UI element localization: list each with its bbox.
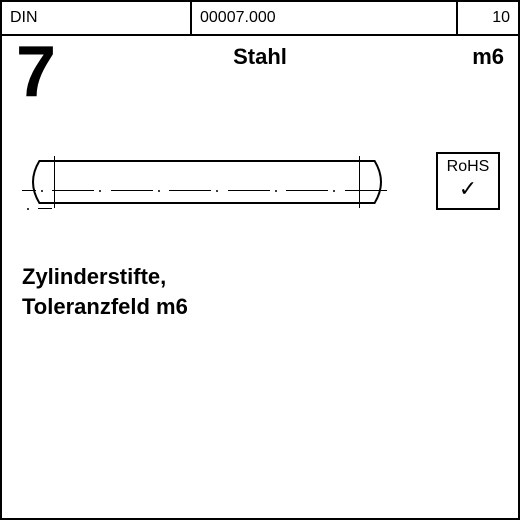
material-label: Stahl [2,44,518,70]
tolerance-label: m6 [472,44,504,70]
pin-drawing [22,152,392,212]
rohs-check-icon: ✓ [438,178,498,200]
rohs-badge: RoHS ✓ [436,152,500,210]
header-din-label: DIN [10,9,38,27]
rohs-label: RoHS [438,158,498,176]
header-code-cell: 00007.000 [192,2,458,34]
description-line2: Toleranzfeld m6 [22,292,188,322]
description-line1: Zylinderstifte, [22,262,188,292]
page: DIN 00007.000 10 7 Stahl m6 [0,0,520,520]
header-code: 00007.000 [200,9,276,27]
description: Zylinderstifte, Toleranzfeld m6 [22,262,188,321]
header-num-cell: 10 [458,2,518,34]
header-row: DIN 00007.000 10 [2,2,518,36]
header-din-cell: DIN [2,2,192,34]
header-num: 10 [492,9,510,27]
